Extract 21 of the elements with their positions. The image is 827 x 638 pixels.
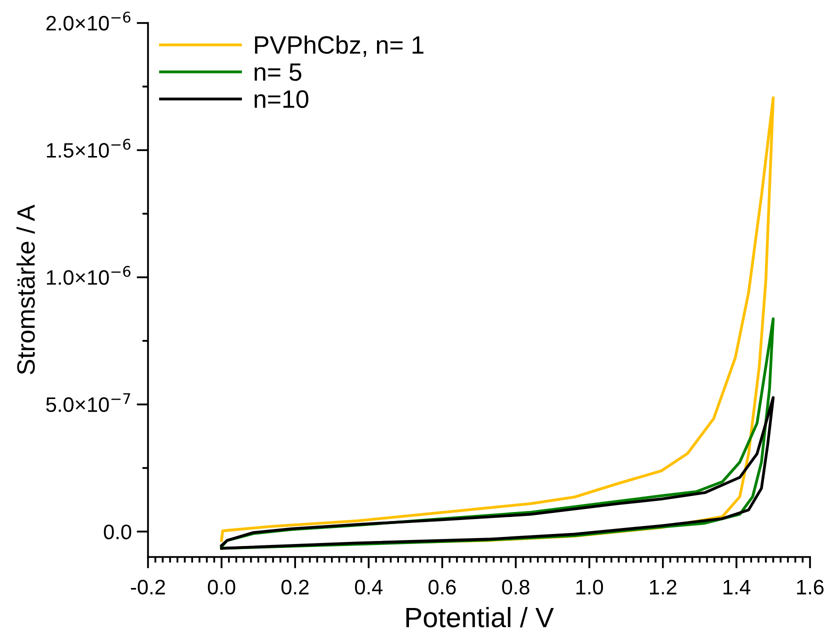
x-tick-label: 0.8 bbox=[502, 580, 530, 595]
x-tick-label: 1.4 bbox=[724, 580, 750, 594]
y-tick-label: 1.5×10$^{−6}$ bbox=[46, 138, 130, 158]
line-series bbox=[220, 396, 775, 550]
y-axis-title: Stromstärke / A bbox=[16, 204, 35, 374]
y-tick-label: 2.0×10$^{−6}$ bbox=[46, 12, 130, 31]
y-tick-label: 0.0 bbox=[104, 524, 132, 540]
x-tick-label: -0.2 bbox=[130, 580, 165, 595]
x-tick-label: 1.2 bbox=[650, 580, 676, 594]
x-tick-label: 0.4 bbox=[355, 580, 383, 595]
legend-label: PVPhCbz, n= 1 bbox=[255, 36, 424, 57]
legend-label: n=10 bbox=[254, 90, 308, 108]
legend-label: n= 5 bbox=[254, 63, 302, 81]
x-tick-label: 0.2 bbox=[281, 580, 309, 595]
x-tick-label: 0.0 bbox=[208, 580, 236, 595]
x-axis-title: Potential / V bbox=[406, 606, 554, 628]
y-tick-label: 1.0×10$^{−6}$ bbox=[46, 266, 130, 285]
x-tick-label: 0.6 bbox=[428, 580, 456, 595]
y-tick-label: 5.0×10$^{−7}$ bbox=[46, 393, 130, 412]
x-tick-label: 1.6 bbox=[797, 580, 824, 595]
x-tick-label: 1.0 bbox=[576, 580, 603, 595]
